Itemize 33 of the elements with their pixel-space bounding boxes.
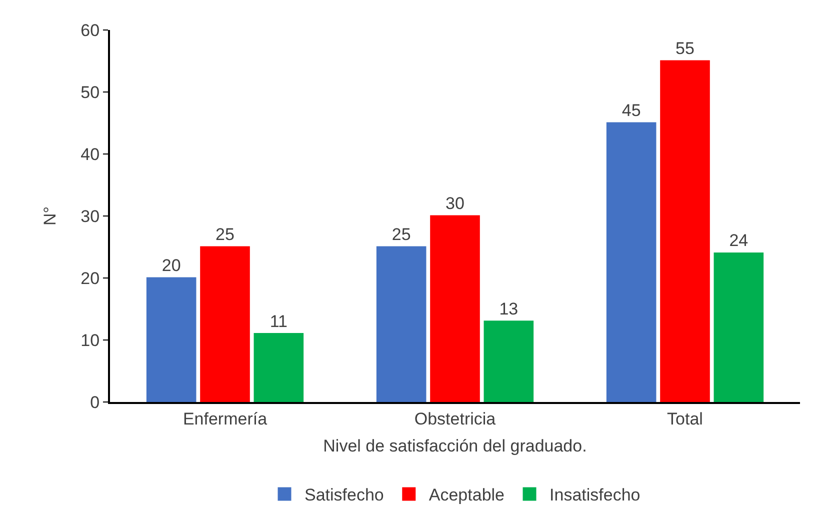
bar bbox=[376, 246, 426, 402]
data-label: 25 bbox=[392, 225, 411, 244]
legend-label: Satisfecho bbox=[304, 486, 384, 505]
bar bbox=[146, 277, 196, 402]
x-tick-label: Obstetricia bbox=[414, 409, 496, 428]
data-label: 30 bbox=[446, 194, 464, 213]
bar bbox=[606, 122, 656, 402]
data-label: 11 bbox=[270, 312, 288, 331]
bar bbox=[660, 60, 710, 402]
data-label: 25 bbox=[216, 225, 234, 244]
bar bbox=[484, 320, 534, 402]
x-tick-label: Enfermería bbox=[182, 409, 268, 428]
y-tick-label: 10 bbox=[80, 330, 100, 350]
data-label: 13 bbox=[499, 299, 518, 318]
y-tick-label: 20 bbox=[80, 268, 100, 288]
y-tick-label: 50 bbox=[80, 82, 100, 102]
data-label: 20 bbox=[162, 256, 181, 275]
bar bbox=[430, 215, 480, 402]
y-tick-label: 40 bbox=[80, 144, 100, 164]
y-tick-label: 60 bbox=[80, 20, 100, 40]
legend-label: Insatisfecho bbox=[550, 486, 640, 505]
bar bbox=[254, 333, 304, 402]
y-tick-label: 0 bbox=[90, 392, 100, 412]
y-axis-title: N° bbox=[40, 206, 60, 226]
x-axis-title: Nivel de satisfacción del graduado. bbox=[323, 436, 587, 456]
data-label: 24 bbox=[729, 231, 748, 250]
data-label: 55 bbox=[676, 39, 694, 58]
bar bbox=[200, 246, 250, 402]
y-tick-label: 30 bbox=[80, 206, 100, 226]
bar bbox=[714, 252, 764, 402]
data-label: 45 bbox=[622, 101, 641, 120]
x-tick-label: Total bbox=[667, 409, 703, 428]
legend-label: Aceptable bbox=[428, 486, 505, 505]
